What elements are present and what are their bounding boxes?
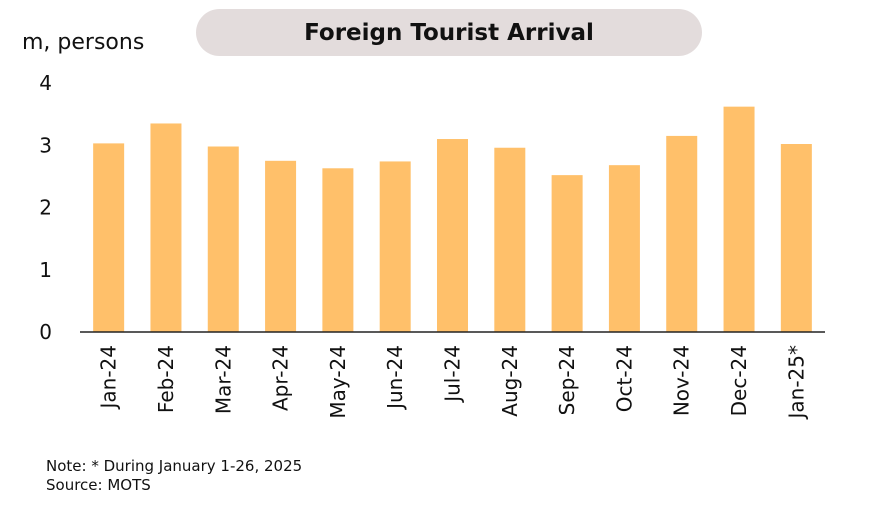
bar <box>150 123 182 333</box>
x-tick-label: Jun-24 <box>383 345 407 411</box>
bar <box>437 139 468 332</box>
bar <box>322 168 354 332</box>
x-tick-label: Feb-24 <box>154 345 178 413</box>
source-text: Source: MOTS <box>46 476 151 494</box>
x-tick-label: Dec-24 <box>727 345 751 416</box>
x-tick-label: May-24 <box>326 345 350 419</box>
bar <box>265 160 297 332</box>
bar <box>780 144 812 332</box>
x-tick-label: Aug-24 <box>498 345 522 417</box>
bar <box>93 143 125 332</box>
x-tick-label: Nov-24 <box>670 345 694 416</box>
chart-title: Foreign Tourist Arrival <box>196 9 702 56</box>
note-text: Note: * During January 1-26, 2025 <box>46 457 303 475</box>
x-tick-label: Apr-24 <box>269 345 293 411</box>
x-tick-label: Jan-24 <box>97 345 121 411</box>
x-tick-label: Jul-24 <box>441 345 465 404</box>
bar <box>723 106 755 332</box>
x-tick-label: Oct-24 <box>612 345 636 412</box>
y-tick-label: 2 <box>39 196 52 220</box>
x-tick-label: Sep-24 <box>555 345 579 415</box>
y-tick-label: 0 <box>39 320 52 344</box>
bar <box>608 165 640 332</box>
bar <box>666 135 698 332</box>
bar <box>494 147 526 332</box>
bar <box>379 161 411 332</box>
bar <box>207 146 239 332</box>
x-tick-label: Mar-24 <box>211 345 235 414</box>
y-tick-label: 3 <box>39 133 52 157</box>
y-axis-label: m, persons <box>22 30 145 55</box>
bar <box>551 175 583 332</box>
y-tick-label: 4 <box>39 71 52 95</box>
x-tick-label: Jan-25* <box>784 345 808 421</box>
chart-notes: Note: * During January 1-26, 2025 Source… <box>46 457 302 495</box>
y-tick-label: 1 <box>39 258 52 282</box>
